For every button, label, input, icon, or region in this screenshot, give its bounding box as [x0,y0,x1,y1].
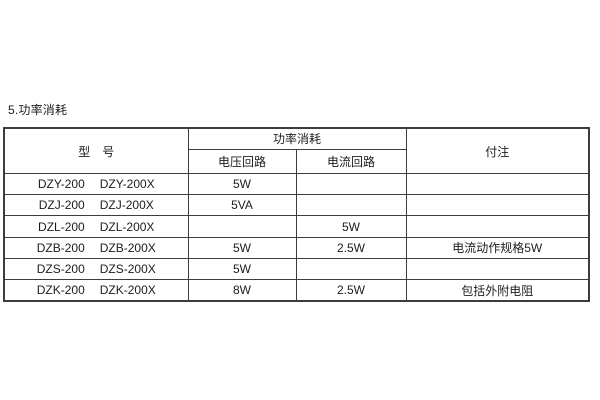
table-row: DZJ-200 DZJ-200X 5VA [3,194,590,217]
voltage-cell: 5W [187,257,297,281]
note-cell: 电流动作规格5W [405,236,590,259]
table-row: DZB-200 DZB-200X 5W 2.5W 电流动作规格5W [3,236,590,259]
model-name: DZY-200 [37,177,85,192]
current-cell [295,194,407,217]
current-cell: 2.5W [295,236,407,259]
model-name-x: DZY-200X [99,177,155,192]
note-cell [405,257,590,281]
note-cell [405,194,590,217]
current-cell: 5W [295,215,407,238]
model-cell: DZS-200 DZS-200X [3,257,189,281]
model-name: DZK-200 [36,283,85,298]
voltage-cell [187,215,297,238]
table-row: DZL-200 DZL-200X 5W [3,215,590,238]
header-note: 付注 [405,127,590,174]
page-title: 5.功率消耗 [8,103,68,117]
power-consumption-table: 型 号 功率消耗 付注 电压回路 电流回路 DZY-200 DZY-200X 5… [3,127,591,302]
note-cell: 包括外附电阻 [405,279,590,302]
voltage-cell: 5VA [187,194,297,217]
model-name-x: DZL-200X [99,219,155,234]
table-row: DZY-200 DZY-200X 5W [3,172,590,196]
header-model: 型 号 [3,127,189,174]
voltage-cell: 5W [187,236,297,259]
table-row: DZK-200 DZK-200X 8W 2.5W 包括外附电阻 [3,279,590,302]
model-cell: DZL-200 DZL-200X [3,215,189,238]
voltage-cell: 8W [187,279,297,302]
header-voltage-circuit: 电压回路 [187,148,297,175]
model-name-x: DZK-200X [99,283,156,298]
current-cell: 2.5W [295,279,407,302]
model-name-x: DZB-200X [99,240,156,255]
model-cell: DZK-200 DZK-200X [3,279,189,302]
note-cell [405,172,590,196]
model-name: DZJ-200 [38,198,85,213]
header-current-circuit: 电流回路 [295,148,407,175]
model-cell: DZB-200 DZB-200X [3,236,189,259]
header-row-sub: 电压回路 电流回路 [4,148,589,175]
model-name: DZB-200 [36,240,85,255]
model-name-x: DZS-200X [99,262,156,277]
current-cell [295,257,407,281]
header-power-group: 功率消耗 [187,127,407,150]
voltage-cell: 5W [187,172,297,196]
model-cell: DZY-200 DZY-200X [3,172,189,196]
model-cell: DZJ-200 DZJ-200X [3,194,189,217]
current-cell [295,172,407,196]
model-name: DZL-200 [38,219,85,234]
model-name: DZS-200 [36,262,85,277]
model-name-x: DZJ-200X [99,198,154,213]
note-cell [405,215,590,238]
header-row-top: 型 号 功率消耗 付注 [3,127,590,174]
table-row: DZS-200 DZS-200X 5W [3,257,590,281]
